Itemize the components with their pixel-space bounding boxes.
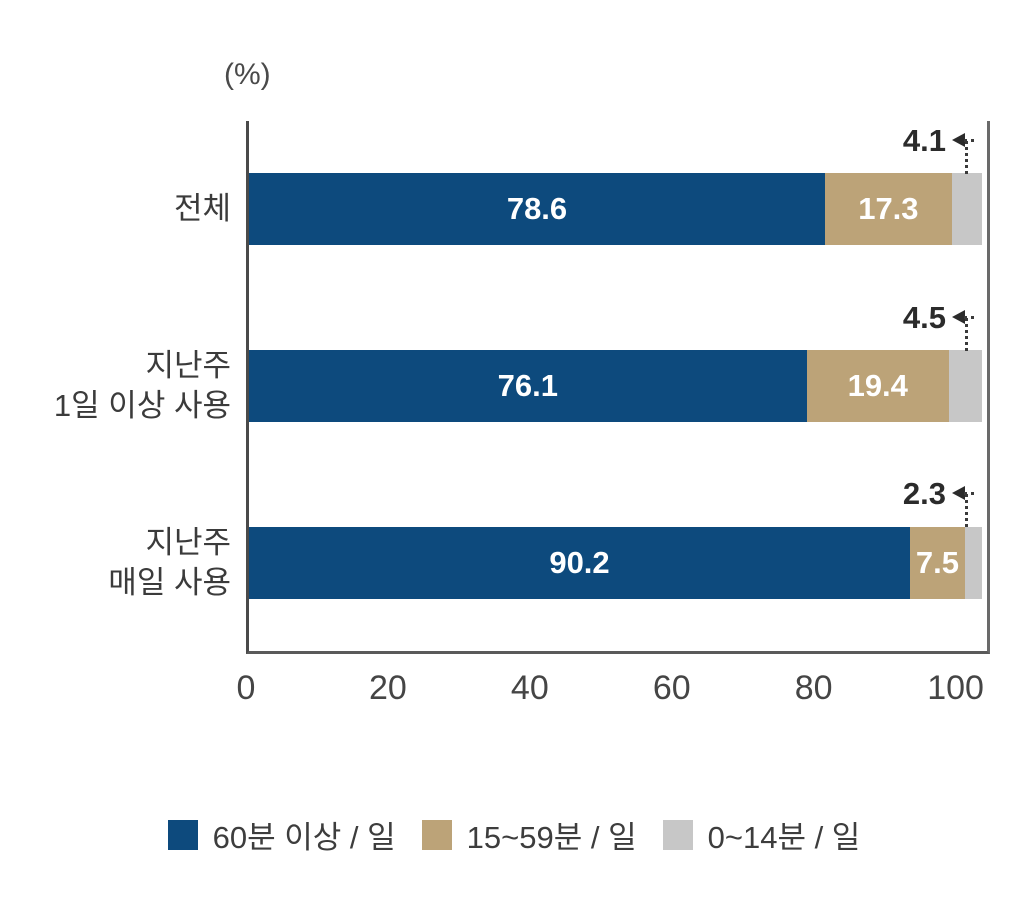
bar-segment-60min: 76.1: [249, 349, 807, 422]
x-axis: 0 20 40 60 80 100: [237, 651, 984, 711]
x-tick-label: 0: [236, 669, 256, 707]
x-tick-label: 80: [794, 669, 833, 707]
legend-label: 0~14분 / 일: [707, 820, 861, 855]
callout-dotted-line-v: [965, 317, 968, 351]
category-label: 지난주 매일 사용: [108, 524, 231, 600]
chart-row: 지난주 1일 이상 사용 76.1 19.4 4.5: [54, 298, 987, 475]
bar-segment-60min: 90.2: [249, 526, 910, 599]
x-tick-label: 100: [927, 669, 984, 707]
legend-swatch: [662, 819, 693, 850]
bar-stack: 78.6 17.3: [249, 173, 982, 246]
bar-value-label: 19.4: [847, 367, 908, 403]
legend-swatch: [421, 819, 452, 850]
bar-segment-0-14min: [948, 349, 982, 422]
bar-segment-15-59min: 19.4: [806, 349, 949, 422]
legend-label: 15~59분 / 일: [466, 820, 637, 855]
legend-item: 60분 이상 / 일: [167, 812, 396, 857]
bar-stack: 90.2 7.5: [249, 526, 982, 599]
chart-row: 전체 78.6 17.3 4.1: [174, 121, 987, 298]
callout-arrow-icon: [952, 486, 965, 501]
bar-segment-0-14min: [951, 173, 982, 246]
callout-dotted-line-h: [964, 315, 974, 319]
bar-segment-0-14min: [964, 526, 982, 599]
callout-dotted-line-v: [965, 494, 968, 528]
callout-value-label: 4.5: [902, 299, 946, 335]
bar-segment-60min: 78.6: [249, 173, 825, 246]
unit-label: (%): [224, 58, 271, 91]
bar-segment-15-59min: 17.3: [825, 173, 952, 246]
callout-dotted-line-h: [964, 492, 974, 496]
legend-label: 60분 이상 / 일: [212, 820, 396, 855]
chart-row: 지난주 매일 사용 90.2 7.5 2.3: [108, 474, 987, 651]
callout-dotted-line-h: [964, 139, 974, 142]
legend-item: 0~14분 / 일: [662, 812, 861, 857]
plot-area: 전체 78.6 17.3 4.1 지난주 1일 이상 사용 76.1 19.4 4.5 지난주 매일…: [54, 121, 990, 654]
bar-value-label: 76.1: [497, 367, 558, 403]
callout-value-label: 4.1: [902, 123, 946, 158]
callout-value-label: 2.3: [902, 476, 946, 512]
category-label: 지난주 1일 이상 사용: [53, 347, 231, 423]
callout-arrow-icon: [952, 309, 965, 324]
bar-stack: 76.1 19.4: [249, 349, 982, 422]
legend-swatch: [167, 819, 198, 850]
callout-dotted-line-v: [965, 141, 968, 174]
x-tick-label: 40: [510, 669, 549, 707]
bar-value-label: 7.5: [915, 544, 960, 580]
x-tick-label: 60: [652, 669, 691, 707]
legend-item: 15~59분 / 일: [421, 812, 637, 857]
bar-value-label: 90.2: [549, 544, 610, 580]
bar-segment-15-59min: 7.5: [910, 526, 965, 599]
x-tick-label: 20: [369, 669, 407, 707]
callout-arrow-icon: [952, 133, 965, 147]
category-label: 전체: [173, 191, 231, 227]
bar-value-label: 17.3: [858, 191, 919, 227]
bar-value-label: 78.6: [506, 191, 568, 227]
legend: 60분 이상 / 일 15~59분 / 일 0~14분 / 일: [0, 812, 1028, 857]
